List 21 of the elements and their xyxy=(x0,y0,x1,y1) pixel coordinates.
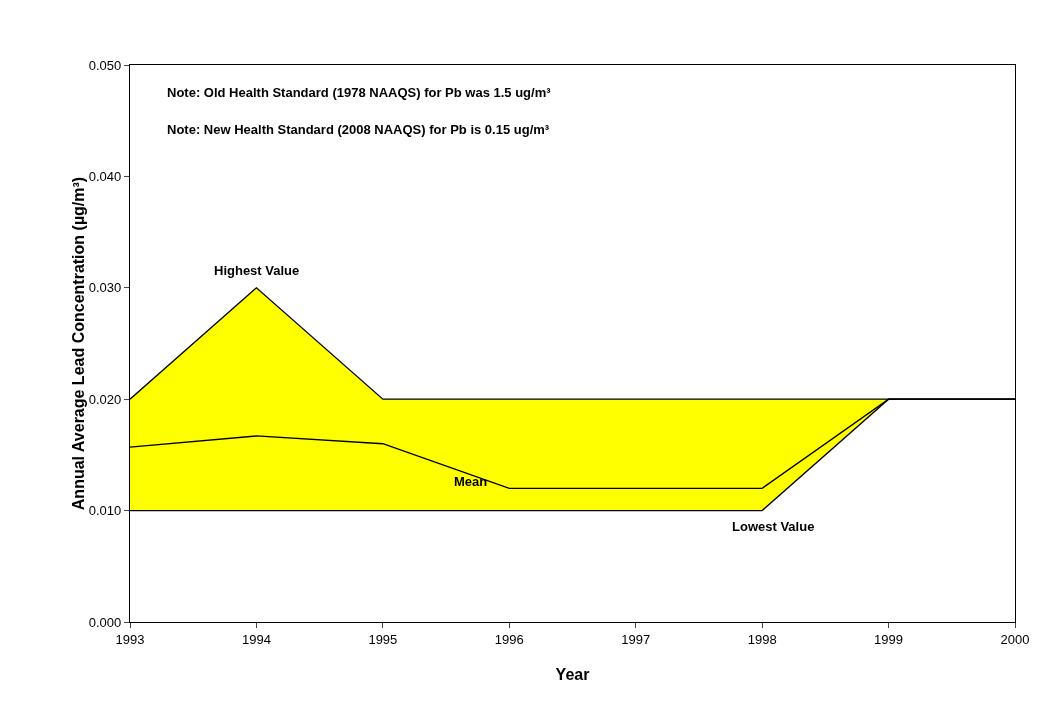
x-tick-label: 1993 xyxy=(115,631,145,647)
annotation: Mean xyxy=(454,474,488,489)
y-tick-label: 0.040 xyxy=(88,168,122,184)
y-tick-label: 0.050 xyxy=(88,57,122,73)
x-tick-label: 1994 xyxy=(241,631,271,647)
y-tick-label: 0.000 xyxy=(88,614,122,630)
x-tick-label: 1999 xyxy=(874,631,904,647)
y-tick-label: 0.030 xyxy=(88,280,122,296)
x-tick-label: 1998 xyxy=(747,631,777,647)
annotation: Lowest Value xyxy=(732,519,815,534)
x-tick-label: 2000 xyxy=(1000,631,1030,647)
y-tick-label: 0.010 xyxy=(88,503,122,519)
y-tick-label: 0.020 xyxy=(88,391,122,407)
annotation: Note: New Health Standard (2008 NAAQS) for Pb is 0.15 ug/m³ xyxy=(167,122,550,137)
annotation: Highest Value xyxy=(214,263,300,278)
y-axis-title: Annual Average Lead Concentration (µg/m³) xyxy=(69,176,87,511)
annotation: Note: Old Health Standard (1978 NAAQS) for Pb was 1.5 ug/m³ xyxy=(167,85,552,100)
x-axis-title: Year xyxy=(555,666,590,684)
x-tick-label: 1995 xyxy=(368,631,398,647)
x-tick-label: 1997 xyxy=(621,631,651,647)
x-tick-label: 1996 xyxy=(494,631,524,647)
